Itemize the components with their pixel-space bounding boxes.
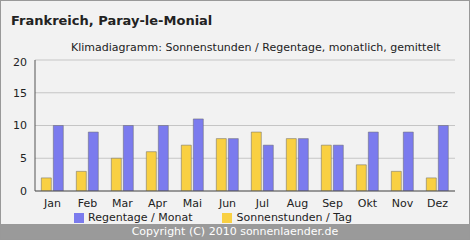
svg-text:Mar: Mar: [112, 197, 133, 210]
svg-text:Aug: Aug: [287, 197, 308, 210]
svg-text:Apr: Apr: [148, 197, 168, 210]
svg-text:Nov: Nov: [392, 197, 414, 210]
html-text:Sonnenstunden / Tag: Sonnenstunden / Tag: [236, 211, 352, 224]
html-text:Copyright (C) 2010 sonnenlaend: Copyright (C) 2010 sonnenlaender.de: [131, 225, 339, 238]
svg-text:Jan: Jan: [43, 197, 61, 210]
svg-text:Okt: Okt: [358, 197, 378, 210]
html-text:Frankreich, Paray-le-Monial: Frankreich, Paray-le-Monial: [11, 13, 213, 28]
svg-text:Jul: Jul: [255, 197, 269, 210]
svg-text:Mai: Mai: [183, 197, 202, 210]
html-text:Klimadiagramm: Sonnenstunden /: Klimadiagramm: Sonnenstunden / Regentage…: [71, 41, 441, 54]
svg-text:Jun: Jun: [218, 197, 236, 210]
svg-text:Dez: Dez: [427, 197, 448, 210]
svg-text:10: 10: [13, 119, 27, 132]
svg-text:15: 15: [13, 87, 27, 100]
svg-text:Feb: Feb: [78, 197, 97, 210]
svg-text:20: 20: [13, 56, 27, 69]
svg-text:Sep: Sep: [322, 197, 343, 210]
html-text:Regentage / Monat: Regentage / Monat: [88, 211, 193, 224]
svg-text:5: 5: [20, 152, 27, 165]
svg-text:0: 0: [20, 185, 27, 198]
